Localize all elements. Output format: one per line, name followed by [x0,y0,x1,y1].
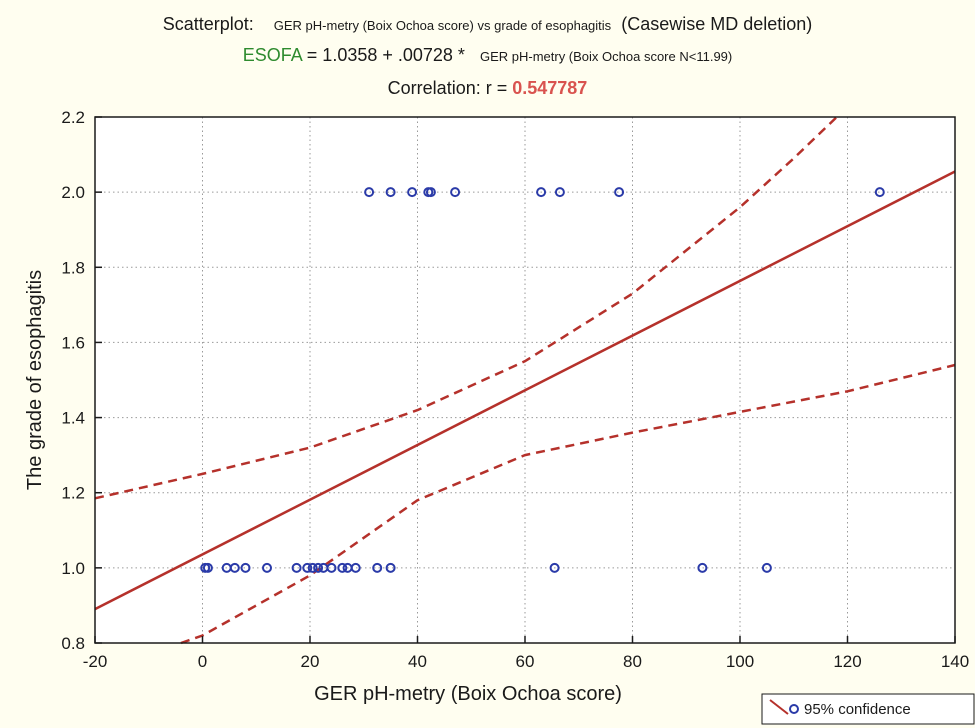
y-axis-title: The grade of esophagitis [24,270,46,490]
data-point [202,562,213,573]
data-point [874,187,885,198]
data-point [425,187,436,198]
x-tick-label: 60 [516,652,535,671]
equation-body: = 1.0358 + .00728 * [301,45,470,65]
x-tick-label: 120 [833,652,861,671]
x-tick-label: 20 [301,652,320,671]
legend-swatch-icon [769,699,789,715]
data-point [307,562,318,573]
data-point [554,187,565,198]
legend-label: 95% confidence [804,701,911,718]
correlation-value: 0.547787 [512,78,588,98]
y-tick-label: 0.8 [61,634,85,653]
data-point [291,562,302,573]
x-tick-label: 0 [198,652,207,671]
data-point [262,562,272,573]
data-point [385,187,396,198]
data-point [350,562,361,573]
correlation-line: Correlation: r = 0.547787 [0,78,975,99]
plot-area [95,117,955,643]
equation-independent: GER pH-metry (Boix Ochoa score N<11.99) [479,49,733,64]
axis-ticks: -20 0 20 40 60 80 100 120 140 0.8 1.0 1.2 1.4 1.6 1.8 2… [61,108,969,671]
data-point [385,562,396,573]
x-tick-label: 40 [408,652,427,671]
y-tick-label: 1.4 [61,409,85,428]
y-tick-label: 2.0 [61,183,85,202]
legend: 95% confidence [761,693,975,725]
title-deletion-note: (Casewise MD deletion) [621,14,813,34]
x-tick-label: 100 [726,652,754,671]
title-label: Scatterplot: [162,14,254,34]
x-tick-label: 140 [941,652,969,671]
correlation-label: Correlation: r = [387,78,513,98]
x-tick-label: 80 [623,652,642,671]
confidence-band-upper [94,116,838,500]
y-tick-label: 1.0 [61,559,85,578]
data-point [536,187,547,198]
data-point [313,562,324,573]
x-axis-title: GER pH-metry (Boix Ochoa score) [314,683,622,705]
equation-dependent: ESOFA [242,45,302,65]
confidence-band-lower [180,363,956,645]
data-point [302,562,313,573]
data-point [229,562,240,573]
x-tick-label: -20 [83,652,108,671]
y-tick-label: 1.8 [61,258,85,277]
data-point [372,562,383,573]
data-point [407,187,418,198]
data-point [697,562,708,573]
data-point [240,562,251,573]
data-point [326,562,337,573]
data-point [450,187,461,198]
data-point [337,562,348,573]
legend-marker-icon [789,704,799,714]
data-point [364,187,375,198]
data-points [200,187,885,573]
title-subtitle: GER pH-metry (Boix Ochoa score) vs grade… [273,18,612,33]
data-point [549,562,560,573]
data-point [614,187,625,198]
grid-lines [95,117,955,643]
data-point [761,562,772,573]
chart-title: Scatterplot: GER pH-metry (Boix Ochoa sc… [0,14,975,35]
regression-equation: ESOFA = 1.0358 + .00728 * GER pH-metry (… [0,45,975,66]
y-tick-label: 1.2 [61,484,85,503]
confidence-band [94,116,956,645]
y-tick-label: 1.6 [61,333,85,352]
regression-line [94,170,956,611]
y-tick-label: 2.2 [61,108,85,127]
